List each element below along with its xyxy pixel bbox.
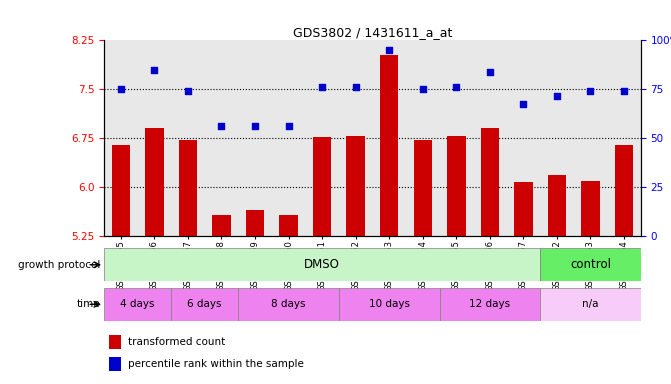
Bar xyxy=(480,128,499,236)
Bar xyxy=(548,175,566,236)
Bar xyxy=(313,137,331,236)
Text: 6 days: 6 days xyxy=(187,299,222,310)
Point xyxy=(518,101,529,108)
Point xyxy=(317,84,327,90)
Point xyxy=(619,88,629,94)
Bar xyxy=(104,248,540,281)
Bar xyxy=(380,55,399,236)
Text: 8 days: 8 days xyxy=(271,299,306,310)
Text: DMSO: DMSO xyxy=(304,258,340,271)
Bar xyxy=(145,128,164,236)
Text: time: time xyxy=(77,299,101,310)
Bar xyxy=(109,335,121,349)
Text: percentile rank within the sample: percentile rank within the sample xyxy=(128,359,304,369)
Bar xyxy=(346,136,365,236)
Point xyxy=(115,86,126,92)
Text: n/a: n/a xyxy=(582,299,599,310)
Point xyxy=(484,69,495,75)
Text: control: control xyxy=(570,258,611,271)
Bar xyxy=(279,215,298,236)
Bar xyxy=(514,182,533,236)
Point xyxy=(585,88,596,94)
Bar xyxy=(447,136,466,236)
Point xyxy=(552,93,562,99)
Text: growth protocol: growth protocol xyxy=(18,260,101,270)
Bar xyxy=(171,288,238,321)
Point xyxy=(417,86,428,92)
Bar xyxy=(246,210,264,236)
Bar xyxy=(615,145,633,236)
Bar xyxy=(540,288,641,321)
Point xyxy=(183,88,193,94)
Bar xyxy=(212,215,231,236)
Point xyxy=(283,123,294,129)
Bar xyxy=(104,288,171,321)
Text: 4 days: 4 days xyxy=(120,299,155,310)
Text: 10 days: 10 days xyxy=(368,299,410,310)
Bar xyxy=(440,288,540,321)
Point xyxy=(216,123,227,129)
Bar xyxy=(413,139,432,236)
Point xyxy=(149,67,160,73)
Point xyxy=(384,47,395,53)
Bar xyxy=(540,248,641,281)
Text: 12 days: 12 days xyxy=(469,299,511,310)
Text: transformed count: transformed count xyxy=(128,337,225,347)
Bar xyxy=(178,139,197,236)
Bar xyxy=(109,357,121,371)
Point xyxy=(250,123,260,129)
Point xyxy=(451,84,462,90)
Bar xyxy=(339,288,440,321)
Bar xyxy=(111,145,130,236)
Title: GDS3802 / 1431611_a_at: GDS3802 / 1431611_a_at xyxy=(293,26,452,39)
Bar xyxy=(581,181,600,236)
Bar xyxy=(238,288,339,321)
Point xyxy=(350,84,361,90)
